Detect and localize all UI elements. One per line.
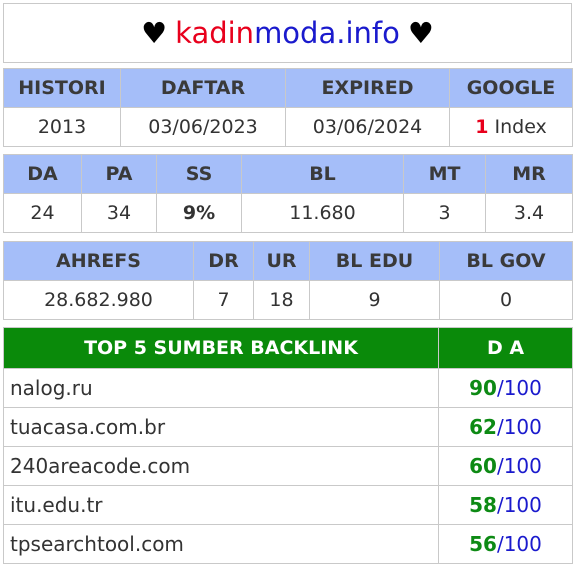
header-bl-edu: BL EDU <box>309 241 440 281</box>
backlink-domain: nalog.ru <box>3 368 439 408</box>
histori-value: 2013 <box>3 107 121 147</box>
header-google: GOOGLE <box>449 68 573 108</box>
mr-value: 3.4 <box>485 193 573 233</box>
pa-value: 34 <box>81 193 157 233</box>
ahrefs-value: 28.682.980 <box>3 280 194 320</box>
backlink-score: 56/100 <box>438 524 573 564</box>
google-index-label: Index <box>494 116 547 138</box>
domain-info-table: HISTORI DAFTAR EXPIRED GOOGLE 2013 03/06… <box>3 68 573 147</box>
backlink-score: 58/100 <box>438 485 573 525</box>
metrics-table: DA PA SS BL MT MR 24 34 9% 11.680 3 3.4 <box>3 154 573 233</box>
table-row: tpsearchtool.com 56/100 <box>3 524 573 564</box>
expired-value: 03/06/2024 <box>285 107 450 147</box>
header-bl: BL <box>241 154 404 194</box>
backlink-domain: 240areacode.com <box>3 446 439 486</box>
header-mr: MR <box>485 154 573 194</box>
backlink-score: 62/100 <box>438 407 573 447</box>
site-title-part2: moda.info <box>254 16 400 50</box>
header-ur: UR <box>253 241 310 281</box>
bl-gov-value: 0 <box>439 280 573 320</box>
heart-icon-left: ♥ <box>141 16 168 50</box>
backlink-score: 90/100 <box>438 368 573 408</box>
header-histori: HISTORI <box>3 68 121 108</box>
header-bl-gov: BL GOV <box>439 241 573 281</box>
header-dr: DR <box>193 241 254 281</box>
daftar-value: 03/06/2023 <box>120 107 286 147</box>
bl-value: 11.680 <box>241 193 404 233</box>
ahrefs-table: AHREFS DR UR BL EDU BL GOV 28.682.980 7 … <box>3 241 573 320</box>
ss-value: 9% <box>156 193 242 233</box>
header-backlink-da: D A <box>438 327 573 369</box>
header-pa: PA <box>81 154 157 194</box>
header-daftar: DAFTAR <box>120 68 286 108</box>
table-row: 240areacode.com 60/100 <box>3 446 573 486</box>
table-row: itu.edu.tr 58/100 <box>3 485 573 525</box>
ur-value: 18 <box>253 280 310 320</box>
site-title-part1: kadin <box>175 16 255 50</box>
site-title: kadinmoda.info <box>175 16 400 50</box>
header-da: DA <box>3 154 82 194</box>
google-value: 1 Index <box>449 107 573 147</box>
header-expired: EXPIRED <box>285 68 450 108</box>
header-mt: MT <box>403 154 486 194</box>
mt-value: 3 <box>403 193 486 233</box>
table-row: tuacasa.com.br 62/100 <box>3 407 573 447</box>
backlink-domain: tpsearchtool.com <box>3 524 439 564</box>
heart-icon-right: ♥ <box>407 16 434 50</box>
da-value: 24 <box>3 193 82 233</box>
backlink-score: 60/100 <box>438 446 573 486</box>
google-index-count: 1 <box>475 116 489 138</box>
site-title-box: ♥ kadinmoda.info ♥ <box>3 3 572 63</box>
header-ahrefs: AHREFS <box>3 241 194 281</box>
bl-edu-value: 9 <box>309 280 440 320</box>
table-row: nalog.ru 90/100 <box>3 368 573 408</box>
backlinks-table: TOP 5 SUMBER BACKLINK D A nalog.ru 90/10… <box>3 327 573 564</box>
header-backlink-source: TOP 5 SUMBER BACKLINK <box>3 327 439 369</box>
header-ss: SS <box>156 154 242 194</box>
backlink-domain: itu.edu.tr <box>3 485 439 525</box>
dr-value: 7 <box>193 280 254 320</box>
backlink-domain: tuacasa.com.br <box>3 407 439 447</box>
